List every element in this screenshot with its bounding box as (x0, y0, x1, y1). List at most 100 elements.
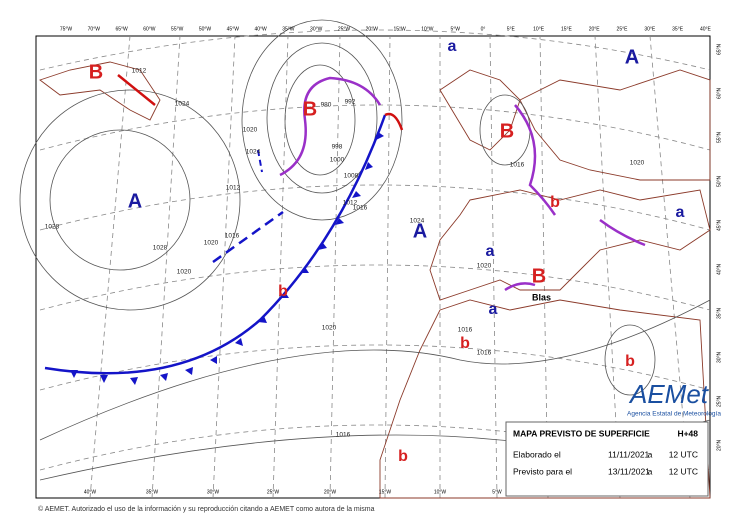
longitude-label: 40°W (254, 26, 267, 32)
pressure-center: B (303, 98, 317, 120)
longitude-label: 45°W (227, 26, 240, 32)
latitude-label: 65°N (716, 43, 722, 55)
latitude-label: 35°N (716, 307, 722, 319)
isobar-label: 1000 (330, 157, 345, 164)
pressure-center: B (500, 120, 514, 142)
pressure-center: a (489, 301, 498, 318)
longitude-label: 10°W (434, 489, 447, 495)
latitude-label: 50°N (716, 175, 722, 187)
place-label: Blas (532, 292, 551, 302)
footer: © AEMET. Autorizado el uso de la informa… (38, 505, 375, 513)
pressure-center: a (448, 38, 457, 55)
longitude-label: 20°W (366, 26, 379, 32)
isobar-label: 1016 (477, 350, 492, 357)
longitude-label: 40°E (700, 26, 712, 32)
longitude-label: 0° (481, 26, 486, 32)
isobar-label: 1024 (246, 149, 261, 156)
info-cell: 13/11/2021 (608, 466, 650, 476)
pressure-center: b (625, 353, 635, 370)
pressure-center: A (128, 190, 142, 212)
latitude-label: 45°N (716, 219, 722, 231)
isobar-label: 1016 (353, 205, 368, 212)
longitude-label: 20°E (589, 26, 601, 32)
fronts (44, 74, 646, 385)
info-cell: Elaborado el (513, 449, 561, 459)
longitude-label: 10°E (533, 26, 545, 32)
info-title: MAPA PREVISTO DE SUPERFICIE (513, 428, 650, 438)
pressure-center: a (486, 243, 495, 260)
longitude-label: 55°W (171, 26, 184, 32)
isobar-label: 1024 (410, 218, 425, 225)
pressure-center: A (625, 46, 639, 68)
latitude-label: 60°N (716, 87, 722, 99)
logo-name: AEMet (628, 379, 710, 409)
isobar-label: 1016 (225, 233, 240, 240)
isobar-label: 992 (345, 99, 356, 106)
longitude-label: 5°E (507, 26, 516, 32)
longitude-label: 50°W (199, 26, 212, 32)
logo: AEMet Agencia Estatal de Meteorología (627, 379, 721, 418)
info-cell: 12 UTC (669, 466, 698, 476)
longitude-label: 30°W (207, 489, 220, 495)
pressure-center: b (278, 283, 288, 300)
info-cell: 11/11/2021 (608, 449, 650, 459)
longitude-label: 5°W (450, 26, 460, 32)
longitude-label: 20°W (324, 489, 337, 495)
occluded-front (279, 76, 382, 177)
map-frame (35, 35, 711, 499)
isobars (19, 19, 711, 481)
longitude-label: 30°E (644, 26, 656, 32)
longitude-label: 75°W (60, 26, 73, 32)
longitude-label: 60°W (143, 26, 156, 32)
isobar-label: 1012 (343, 200, 358, 207)
longitude-label: 40°W (84, 489, 97, 495)
isobar-label: 1028 (153, 245, 168, 252)
longitude-label: 15°W (379, 489, 392, 495)
longitude-label: 35°W (146, 489, 159, 495)
info-cell: a (648, 449, 653, 459)
longitude-label: 35°W (282, 26, 295, 32)
longitude-label: 25°E (617, 26, 629, 32)
labels: B Aa B B A Aa Ba b b b a b b 1012 1024 1028 1028 1020 1020… (45, 26, 723, 495)
info-cell: Previsto para el (513, 466, 572, 476)
isobar-label: 1024 (175, 101, 190, 108)
isobar-label: 1016 (510, 162, 525, 169)
info-box: MAPA PREVISTO DE SUPERFICIE H+48 Elabora… (505, 421, 709, 497)
isobar-label: 1020 (630, 160, 645, 167)
longitude-label: 65°W (115, 26, 128, 32)
latitude-label: 25°N (716, 395, 722, 407)
coastlines (39, 61, 711, 499)
latitude-label: 40°N (716, 263, 722, 275)
longitude-label: 25°W (267, 489, 280, 495)
info-cell: 12 UTC (669, 449, 698, 459)
cold-front-triangles (70, 132, 384, 385)
longitude-label: 5°W (492, 489, 502, 495)
latitude-label: 55°N (716, 131, 722, 143)
isobar-label: 1012 (226, 185, 241, 192)
pressure-center: B (532, 265, 546, 287)
pressure-center: a (676, 204, 685, 221)
isobar-label: 998 (332, 144, 343, 151)
longitude-label: 70°W (88, 26, 101, 32)
latitude-label: 30°N (716, 351, 722, 363)
pressure-center: b (550, 194, 560, 211)
isobar-label: 1020 (243, 127, 258, 134)
latitude-label: 20°N (716, 439, 722, 451)
info-run: H+48 (677, 428, 698, 438)
pressure-center: b (398, 448, 408, 465)
longitude-label: 10°W (421, 26, 434, 32)
longitude-label: 30°W (310, 26, 323, 32)
longitude-label: 15°W (393, 26, 406, 32)
graticule (39, 29, 711, 499)
logo-subtitle: Agencia Estatal de Meteorología (627, 411, 721, 418)
longitude-label: 15°E (561, 26, 573, 32)
isobar-label: 1008 (344, 173, 359, 180)
isobar-label: 1020 (204, 240, 219, 247)
pressure-center: B (89, 61, 103, 83)
longitude-label: 35°E (672, 26, 684, 32)
longitude-label: 25°W (338, 26, 351, 32)
isobar-label: 1020 (322, 325, 337, 332)
isobar-label: 1016 (336, 432, 351, 439)
isobar-label: 1016 (458, 327, 473, 334)
